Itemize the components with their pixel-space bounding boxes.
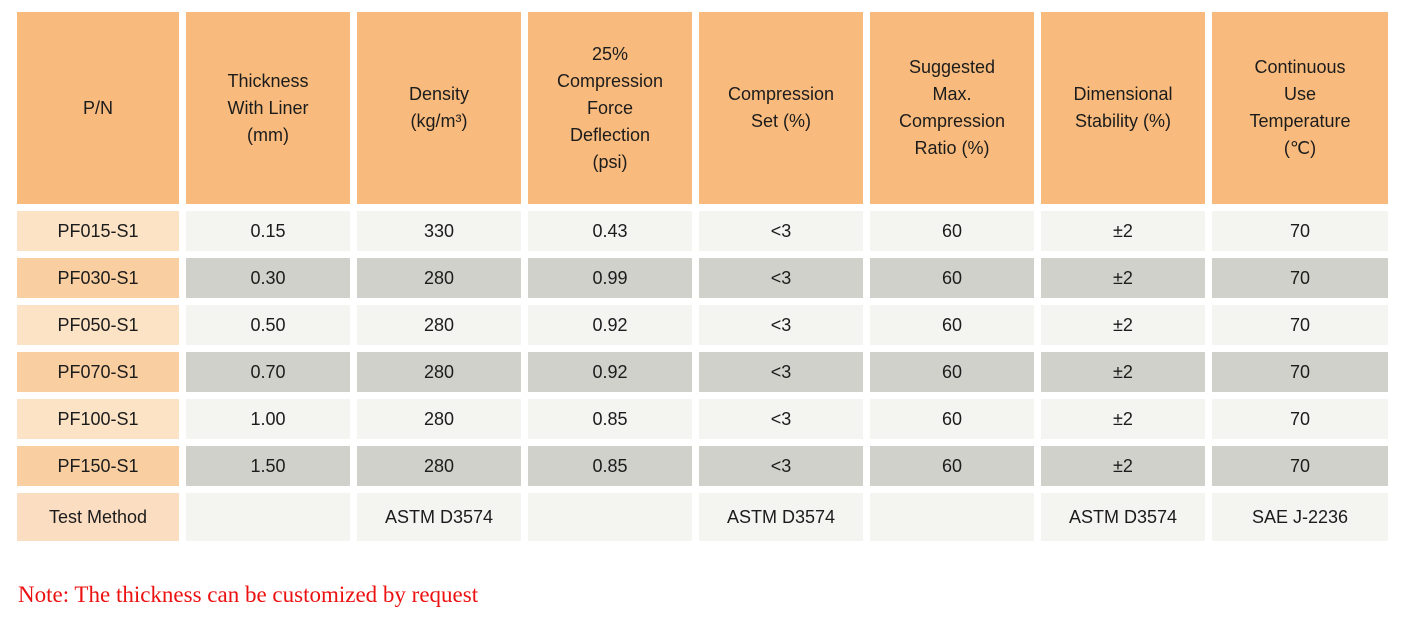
table-row-pf050-s1: PF050-S1 0.50 280 0.92 <3 60 ±2 70 <box>17 305 1388 345</box>
data-cell: 280 <box>357 446 521 486</box>
data-cell: <3 <box>699 399 863 439</box>
pn-cell: PF030-S1 <box>17 258 179 298</box>
data-cell: <3 <box>699 305 863 345</box>
data-cell <box>870 493 1034 541</box>
table-header: P/N Thickness With Liner (mm) Density (k… <box>17 12 1388 204</box>
data-cell: 0.50 <box>186 305 350 345</box>
table-row-pf030-s1: PF030-S1 0.30 280 0.99 <3 60 ±2 70 <box>17 258 1388 298</box>
pn-cell: PF050-S1 <box>17 305 179 345</box>
column-header-dimensional-stability: Dimensional Stability (%) <box>1041 12 1205 204</box>
column-header-continuous-use-temperature: Continuous Use Temperature (℃) <box>1212 12 1388 204</box>
data-cell: 1.50 <box>186 446 350 486</box>
column-header-compression-set: Compression Set (%) <box>699 12 863 204</box>
data-cell: 280 <box>357 258 521 298</box>
table-row-pf015-s1: PF015-S1 0.15 330 0.43 <3 60 ±2 70 <box>17 211 1388 251</box>
data-cell: 0.92 <box>528 352 692 392</box>
data-cell: 0.85 <box>528 399 692 439</box>
pn-cell: PF150-S1 <box>17 446 179 486</box>
test-method-label: Test Method <box>17 493 179 541</box>
data-cell: 70 <box>1212 258 1388 298</box>
data-cell: 1.00 <box>186 399 350 439</box>
data-cell: 280 <box>357 399 521 439</box>
column-header-suggested-max-compression-ratio: Suggested Max. Compression Ratio (%) <box>870 12 1034 204</box>
data-cell: <3 <box>699 352 863 392</box>
data-cell: 0.30 <box>186 258 350 298</box>
data-cell: SAE J-2236 <box>1212 493 1388 541</box>
header-row: P/N Thickness With Liner (mm) Density (k… <box>17 12 1388 204</box>
data-cell <box>186 493 350 541</box>
pn-cell: PF070-S1 <box>17 352 179 392</box>
data-cell: ASTM D3574 <box>699 493 863 541</box>
spec-table: P/N Thickness With Liner (mm) Density (k… <box>10 5 1395 548</box>
column-header-thickness-with-liner: Thickness With Liner (mm) <box>186 12 350 204</box>
data-cell: 0.99 <box>528 258 692 298</box>
data-cell: 60 <box>870 211 1034 251</box>
data-cell: ASTM D3574 <box>357 493 521 541</box>
data-cell: <3 <box>699 446 863 486</box>
data-cell: ±2 <box>1041 211 1205 251</box>
test-method-row: Test Method ASTM D3574 ASTM D3574 ASTM D… <box>17 493 1388 541</box>
thickness-note: Note: The thickness can be customized by… <box>18 582 479 607</box>
data-cell: 280 <box>357 352 521 392</box>
data-cell: 0.92 <box>528 305 692 345</box>
column-header-pn: P/N <box>17 12 179 204</box>
table-row-pf150-s1: PF150-S1 1.50 280 0.85 <3 60 ±2 70 <box>17 446 1388 486</box>
data-cell <box>528 493 692 541</box>
table-row-pf100-s1: PF100-S1 1.00 280 0.85 <3 60 ±2 70 <box>17 399 1388 439</box>
data-cell: ±2 <box>1041 352 1205 392</box>
pn-cell: PF100-S1 <box>17 399 179 439</box>
data-cell: ±2 <box>1041 399 1205 439</box>
datasheet-page: P/N Thickness With Liner (mm) Density (k… <box>10 5 1395 607</box>
data-cell: 0.43 <box>528 211 692 251</box>
data-cell: 70 <box>1212 305 1388 345</box>
data-cell: 0.70 <box>186 352 350 392</box>
data-cell: 0.85 <box>528 446 692 486</box>
data-cell: 70 <box>1212 446 1388 486</box>
data-cell: 330 <box>357 211 521 251</box>
data-cell: ±2 <box>1041 258 1205 298</box>
data-cell: 60 <box>870 399 1034 439</box>
data-cell: 0.15 <box>186 211 350 251</box>
data-cell: 70 <box>1212 211 1388 251</box>
data-cell: 60 <box>870 352 1034 392</box>
data-cell: <3 <box>699 211 863 251</box>
column-header-compression-force-deflection: 25% Compression Force Deflection (psi) <box>528 12 692 204</box>
data-cell: 70 <box>1212 352 1388 392</box>
data-cell: ±2 <box>1041 305 1205 345</box>
data-cell: ASTM D3574 <box>1041 493 1205 541</box>
data-cell: 60 <box>870 305 1034 345</box>
table-body: PF015-S1 0.15 330 0.43 <3 60 ±2 70 PF030… <box>17 211 1388 541</box>
data-cell: <3 <box>699 258 863 298</box>
data-cell: 60 <box>870 258 1034 298</box>
data-cell: 280 <box>357 305 521 345</box>
pn-cell: PF015-S1 <box>17 211 179 251</box>
table-row-pf070-s1: PF070-S1 0.70 280 0.92 <3 60 ±2 70 <box>17 352 1388 392</box>
data-cell: 70 <box>1212 399 1388 439</box>
data-cell: ±2 <box>1041 446 1205 486</box>
column-header-density: Density (kg/m³) <box>357 12 521 204</box>
data-cell: 60 <box>870 446 1034 486</box>
